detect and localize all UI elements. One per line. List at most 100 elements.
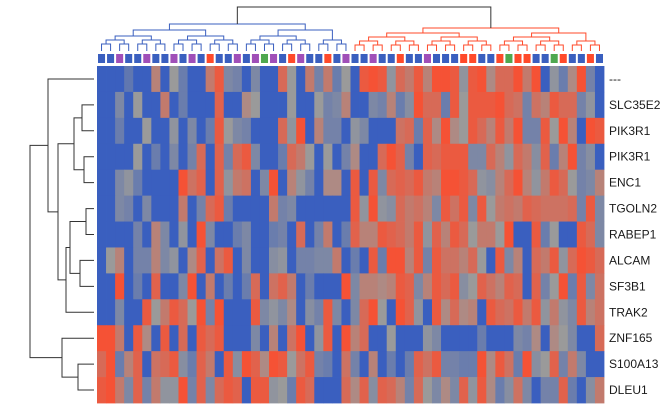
heatmap-cell	[205, 195, 216, 222]
heatmap-cell	[404, 325, 415, 352]
heatmap-cell	[513, 169, 523, 197]
heatmap-cell	[269, 195, 279, 222]
heatmap-cell	[269, 91, 279, 119]
heatmap-cell	[278, 299, 288, 326]
heatmap-cell	[377, 143, 388, 171]
heatmap-cell	[178, 299, 188, 326]
heatmap-cell	[341, 247, 351, 274]
heatmap-cell	[558, 91, 569, 119]
heatmap-cell	[477, 221, 487, 248]
heatmap-cell	[377, 117, 388, 145]
heatmap-cell	[241, 169, 252, 197]
heatmap-cell	[377, 247, 388, 274]
heatmap-cell	[350, 377, 360, 404]
heatmap-cell	[187, 66, 197, 93]
heatmap-cell	[296, 117, 306, 145]
heatmap-cell	[522, 299, 532, 326]
heatmap-cell	[250, 273, 261, 300]
heatmap-cell	[594, 273, 605, 300]
heatmap-cell	[441, 117, 451, 145]
heatmap-cell	[214, 247, 225, 274]
column-annotation-cell	[523, 54, 531, 63]
heatmap-cell	[576, 325, 587, 352]
heatmap-cell	[187, 221, 197, 248]
heatmap-cell	[97, 377, 107, 404]
heatmap-cell	[305, 299, 315, 326]
heatmap-cell	[431, 299, 442, 326]
heatmap-cell	[359, 66, 369, 93]
dendrogram-branch	[187, 35, 225, 40]
heatmap-cell	[115, 117, 125, 145]
heatmap-cell	[585, 299, 596, 326]
heatmap-cell	[404, 91, 415, 119]
heatmap-cell	[486, 351, 496, 378]
heatmap-cell	[278, 351, 288, 378]
heatmap-cell	[531, 221, 542, 248]
heatmap-cell	[341, 299, 351, 326]
dendrogram-branch	[431, 40, 451, 45]
heatmap-cell	[540, 143, 551, 171]
heatmap-cell	[558, 247, 569, 274]
heatmap-cell	[160, 351, 170, 378]
heatmap-cell	[386, 117, 397, 145]
heatmap-cell	[567, 66, 578, 93]
heatmap-cell	[97, 273, 107, 300]
heatmap-cell	[169, 169, 179, 197]
heatmap-cell	[106, 117, 116, 145]
heatmap-cell	[422, 91, 433, 119]
dendrogram-branch	[395, 40, 415, 45]
heatmap-cell	[97, 117, 107, 145]
heatmap-cell	[187, 351, 197, 378]
heatmap-cell	[341, 117, 351, 145]
heatmap-cell	[431, 247, 442, 274]
heatmap-cell	[422, 195, 433, 222]
heatmap-cell	[278, 169, 288, 197]
heatmap-cell	[531, 377, 542, 404]
column-annotation-cell	[496, 54, 504, 63]
heatmap-cell	[241, 91, 252, 119]
heatmap-cell	[504, 377, 514, 404]
dendrogram-branch	[408, 44, 419, 51]
heatmap-cell	[178, 91, 188, 119]
heatmap-cell	[133, 195, 143, 222]
heatmap-cell	[160, 143, 170, 171]
column-annotation-cell	[116, 54, 124, 63]
heatmap-cell	[214, 117, 225, 145]
heatmap-cell	[386, 377, 397, 404]
column-annotation-cell	[442, 54, 450, 63]
heatmap-cell	[269, 351, 279, 378]
heatmap-cell	[441, 91, 451, 119]
heatmap-cell	[305, 66, 315, 93]
heatmap-cell	[504, 169, 514, 197]
heatmap-cell	[241, 299, 252, 326]
heatmap-cell	[323, 91, 333, 119]
dendrogram-branch	[372, 44, 383, 51]
heatmap-cell	[160, 117, 170, 145]
column-annotation-cell	[387, 54, 395, 63]
heatmap-cell	[205, 91, 216, 119]
heatmap-cell	[531, 299, 542, 326]
heatmap-cell	[450, 66, 460, 93]
heatmap-cell	[205, 221, 216, 248]
heatmap-cell	[513, 247, 523, 274]
heatmap-cell	[576, 247, 587, 274]
heatmap-cell	[287, 66, 297, 93]
heatmap-cell	[133, 299, 143, 326]
heatmap-cell	[350, 247, 360, 274]
heatmap-cell	[169, 91, 179, 119]
heatmap-cell	[241, 247, 252, 274]
heatmap-cell	[323, 66, 333, 93]
heatmap-cell	[413, 221, 424, 248]
heatmap-cell	[241, 325, 252, 352]
heatmap-cell	[314, 169, 324, 197]
heatmap-cell	[441, 377, 451, 404]
heatmap-cell	[269, 143, 279, 171]
heatmap-cell	[287, 351, 297, 378]
heatmap-cell	[169, 247, 179, 274]
heatmap-cell	[450, 117, 460, 145]
column-annotation-cell	[315, 54, 323, 63]
heatmap-cell	[549, 143, 560, 171]
heatmap-cell	[359, 91, 369, 119]
heatmap-cell	[296, 351, 306, 378]
heatmap-cell	[97, 91, 107, 119]
